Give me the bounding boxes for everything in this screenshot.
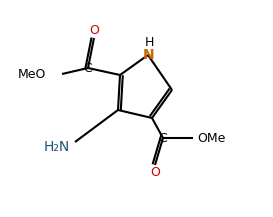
- Text: N: N: [143, 48, 155, 62]
- Text: MeO: MeO: [18, 67, 46, 81]
- Text: OMe: OMe: [197, 132, 225, 145]
- Text: O: O: [89, 25, 99, 38]
- Text: C: C: [84, 61, 92, 74]
- Text: H₂N: H₂N: [44, 140, 70, 154]
- Text: C: C: [159, 132, 167, 145]
- Text: H: H: [144, 36, 154, 49]
- Text: O: O: [150, 166, 160, 179]
